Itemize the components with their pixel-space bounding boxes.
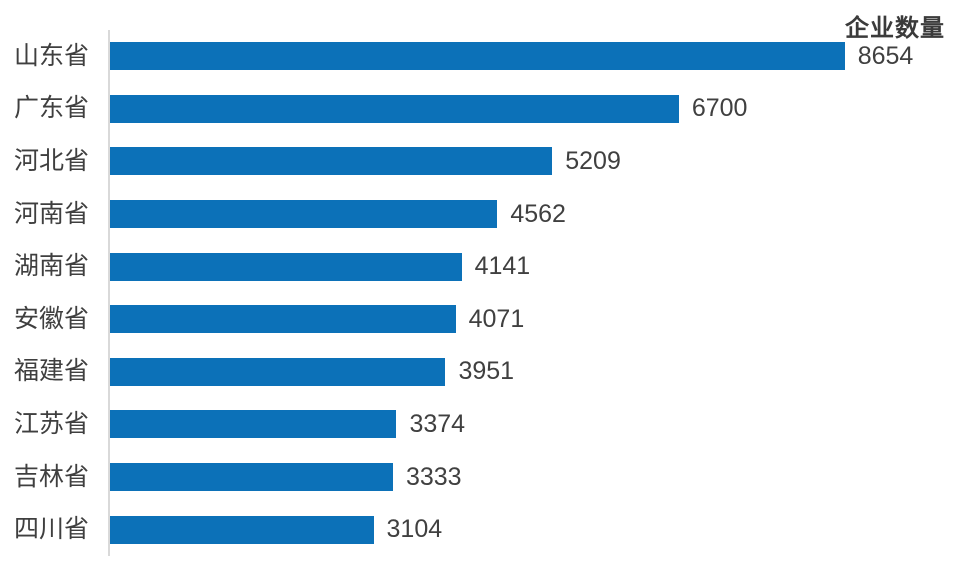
bar (110, 410, 397, 439)
category-label: 山东省 (13, 42, 89, 70)
value-label: 8654 (857, 41, 914, 70)
bar (110, 200, 498, 229)
bar-row: 河南省 4562 (0, 188, 959, 241)
category-label: 湖南省 (13, 253, 89, 281)
bar-track: 4071 (110, 293, 959, 346)
value-label: 3104 (386, 515, 443, 544)
category-label: 广东省 (13, 95, 89, 123)
category-label: 江苏省 (13, 410, 89, 438)
bar (110, 463, 393, 492)
value-label: 4141 (474, 252, 531, 281)
category-label: 安徽省 (13, 305, 89, 333)
bar-row: 吉林省 3333 (0, 451, 959, 504)
bar (110, 305, 456, 334)
bar-track: 3333 (110, 451, 959, 504)
category-label: 河南省 (13, 200, 89, 228)
bar-track: 4141 (110, 240, 959, 293)
chart-title: 企业数量 (845, 15, 945, 42)
bar-track: 3104 (110, 503, 959, 556)
bar (110, 515, 374, 544)
value-label: 6700 (691, 94, 748, 123)
bar-row: 安徽省 4071 (0, 293, 959, 346)
bar-row: 四川省 3104 (0, 503, 959, 556)
bar-track: 3951 (110, 346, 959, 399)
value-label: 3374 (409, 409, 466, 438)
bar (110, 147, 553, 176)
bar-track: 4562 (110, 188, 959, 241)
bar-row: 广东省 6700 (0, 83, 959, 136)
bar (110, 357, 446, 386)
value-label: 5209 (565, 146, 621, 175)
bar-row: 河北省 5209 (0, 135, 959, 188)
category-label: 吉林省 (13, 463, 89, 491)
bar-row: 湖南省 4141 (0, 240, 959, 293)
bar (110, 252, 462, 281)
bar-track: 5209 (110, 135, 959, 188)
bar (110, 42, 845, 71)
bar-row: 山东省 8654 (0, 30, 959, 83)
bar-track: 6700 (110, 83, 959, 136)
category-label: 福建省 (13, 358, 89, 386)
value-label: 4562 (510, 199, 566, 228)
value-label: 4071 (468, 304, 525, 333)
value-label: 3333 (405, 462, 462, 491)
bar-row: 福建省 3951 (0, 346, 959, 399)
bar-row: 江苏省 3374 (0, 398, 959, 451)
bar (110, 94, 679, 123)
plot-area: 山东省 8654 广东省 6700 河北省 5209 河南省 4562 湖南省 4141 安徽省 40… (0, 30, 959, 556)
category-label: 河北省 (13, 147, 89, 175)
bar-track: 8654 (110, 30, 959, 83)
category-label: 四川省 (13, 516, 89, 544)
bar-track: 3374 (110, 398, 959, 451)
y-axis-line (108, 30, 110, 556)
value-label: 3951 (458, 357, 515, 386)
